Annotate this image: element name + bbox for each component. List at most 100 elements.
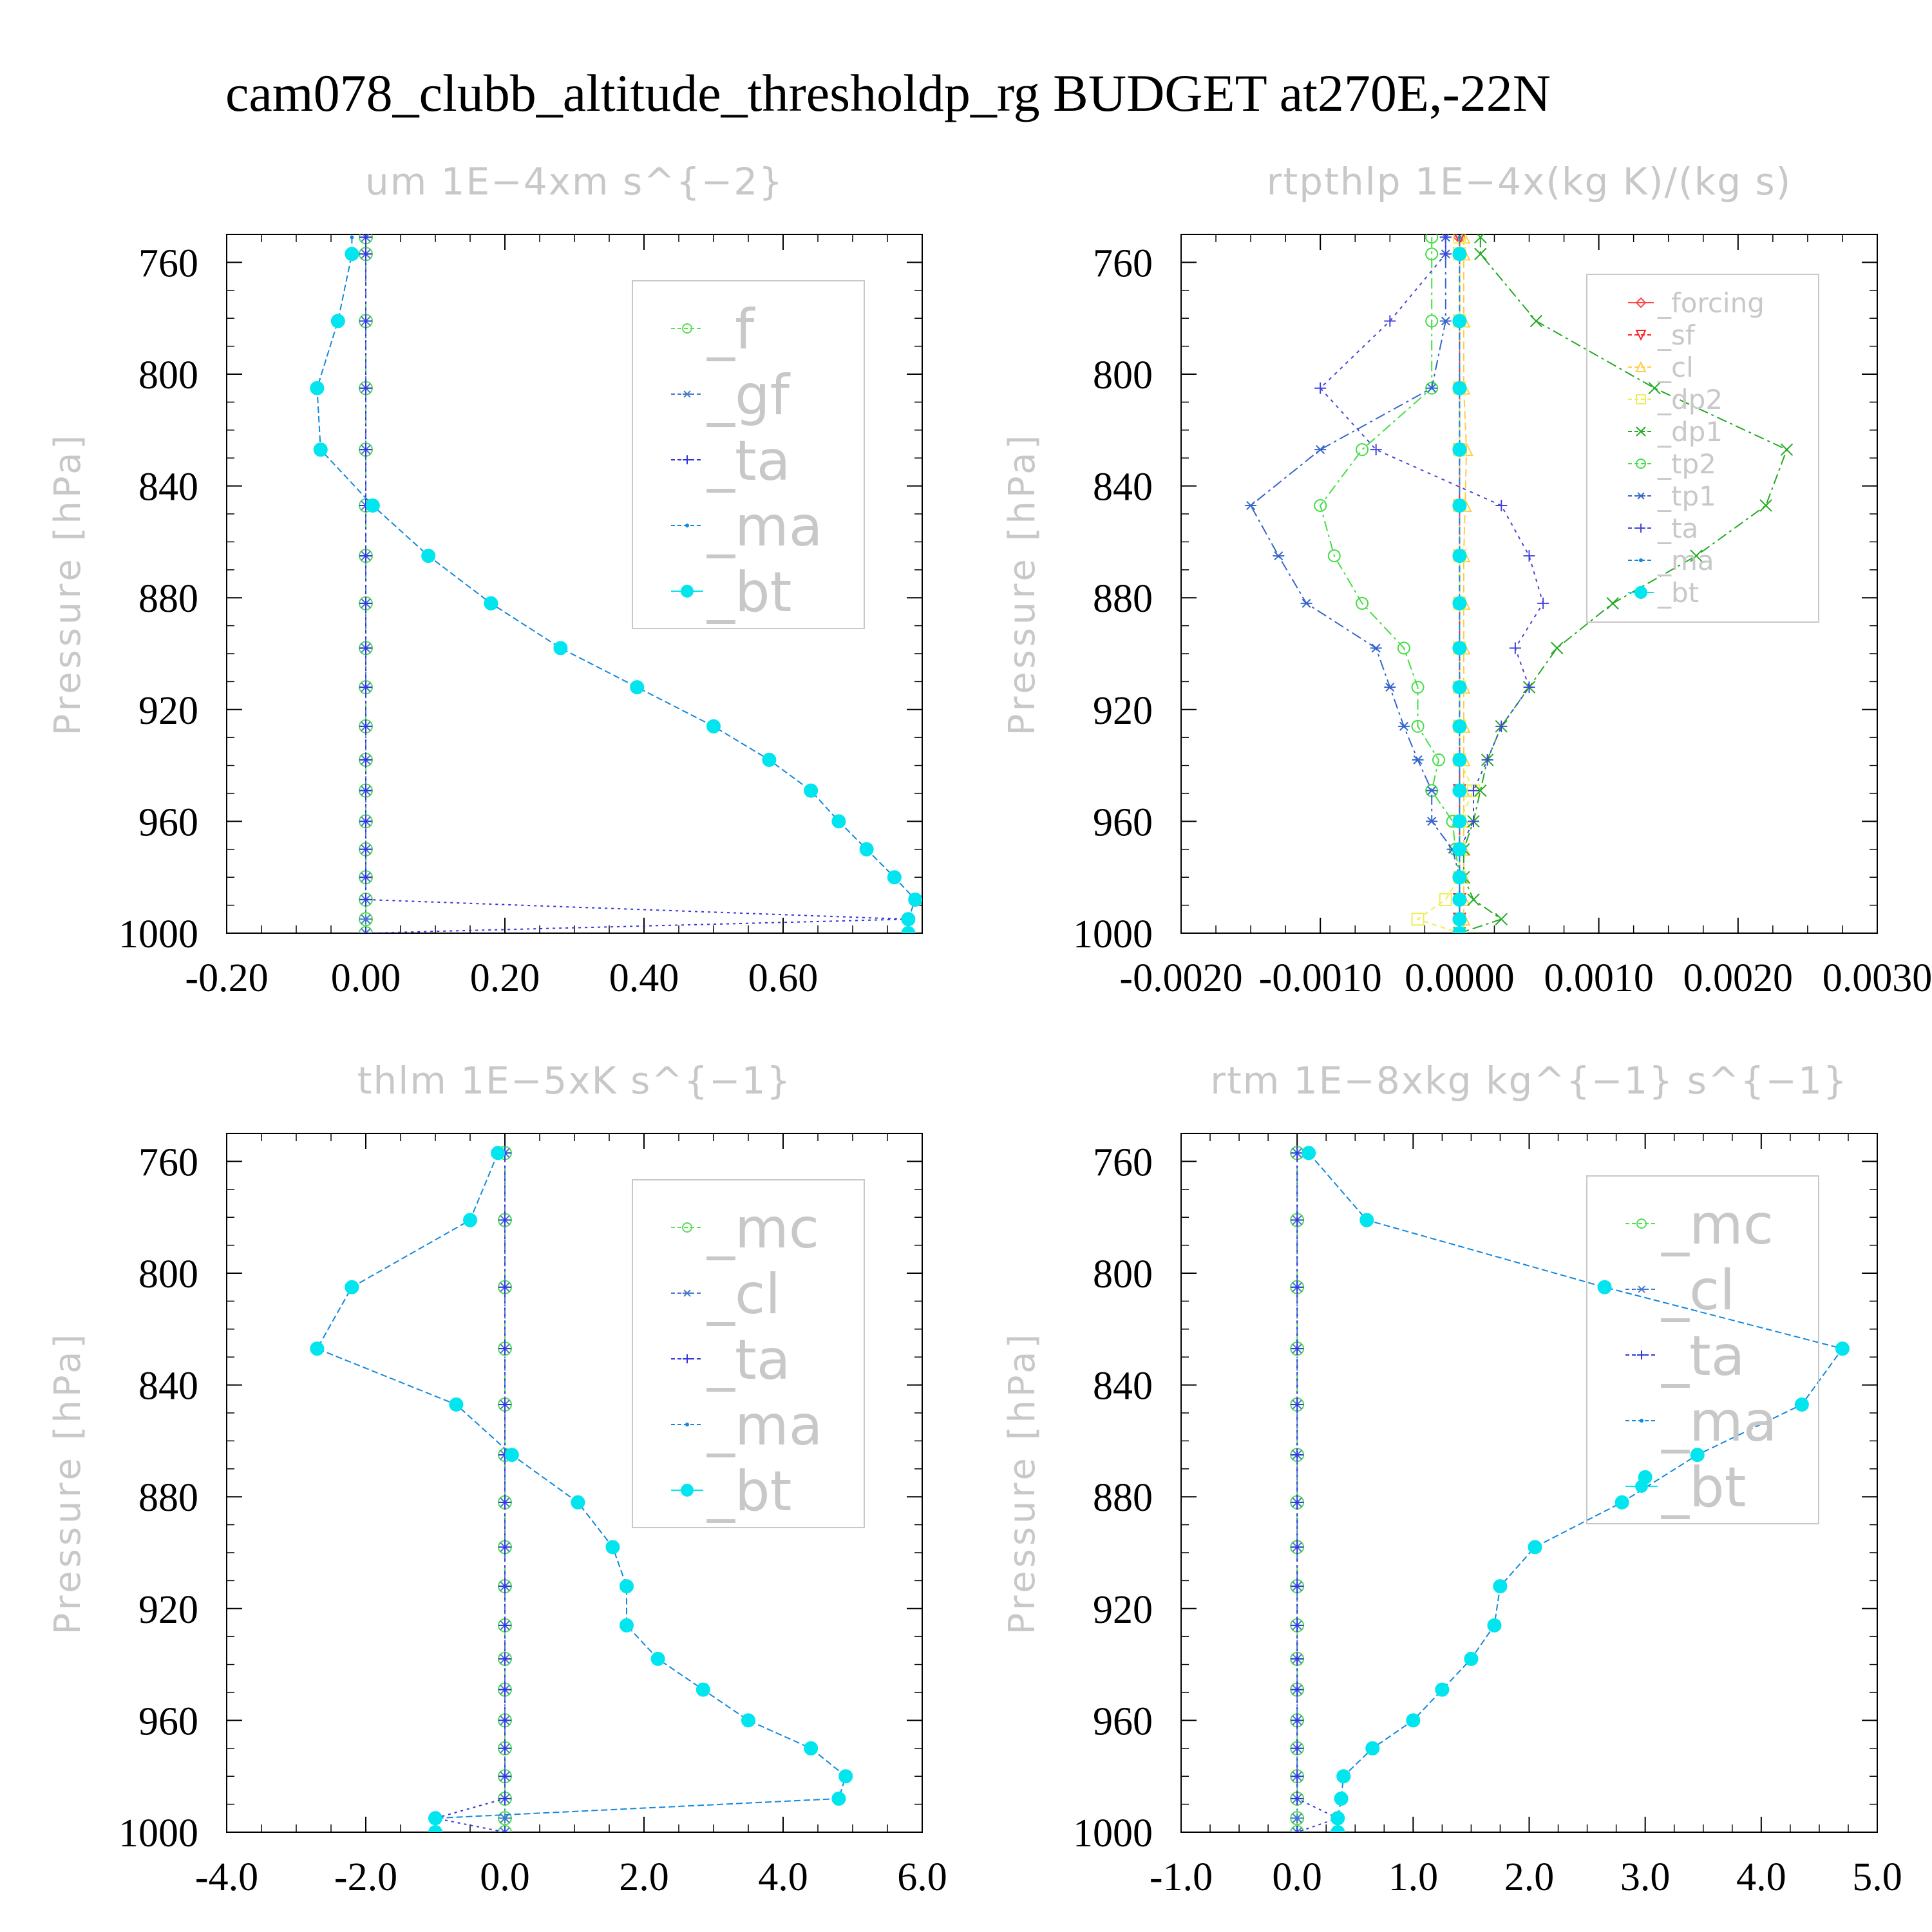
x-tick-label: 4.0 (758, 1855, 808, 1899)
data-point (1291, 1770, 1304, 1783)
series-ta (359, 234, 915, 933)
data-point (741, 1713, 755, 1728)
legend-marker (1635, 361, 1647, 372)
legend-item: _dp1 (1628, 416, 1723, 448)
y-axis-label: Pressure [hPa] (47, 1331, 89, 1635)
data-point (1481, 753, 1493, 766)
data-point (1425, 234, 1439, 244)
data-point (1327, 549, 1341, 563)
legend-label: _bt (1661, 1455, 1746, 1520)
data-point (359, 927, 372, 933)
data-point (1452, 892, 1467, 907)
data-point (1302, 1146, 1316, 1160)
x-tick-label: 0.20 (470, 956, 540, 1000)
data-point (838, 1769, 853, 1784)
data-point (1551, 641, 1564, 655)
data-point (1291, 1540, 1304, 1554)
x-tick-label: 0.0010 (1544, 956, 1654, 1000)
x-tick-label: 2.0 (619, 1855, 669, 1899)
data-point (1648, 381, 1661, 395)
data-point (1291, 1618, 1304, 1632)
data-point (1435, 1682, 1450, 1697)
legend-item: _bt (1628, 577, 1699, 609)
legend-marker (683, 1354, 692, 1363)
data-point (1291, 1813, 1304, 1824)
panel-2: rtpthlp 1E−4x(kg K)/(kg s) Pressure [hPa]… (1001, 160, 1932, 1000)
data-point (1291, 1826, 1304, 1832)
legend-item: _bt (671, 560, 791, 625)
data-point (359, 928, 372, 933)
data-point (498, 1213, 511, 1227)
data-point (359, 914, 372, 925)
data-point (1457, 235, 1462, 240)
data-point (887, 870, 902, 885)
data-point (498, 1827, 511, 1832)
legend-item: _tp2 (1628, 448, 1716, 480)
series-line (1308, 1152, 1844, 1832)
data-point (359, 234, 372, 244)
legend-marker (1636, 492, 1645, 500)
series-line (365, 237, 909, 933)
legend-marker (1636, 459, 1646, 469)
data-point (1356, 443, 1369, 457)
x-tick-label: -0.20 (185, 956, 268, 1000)
y-tick-label: 800 (138, 354, 198, 397)
data-point (1615, 1495, 1629, 1510)
series-line (1416, 237, 1475, 933)
data-point (908, 892, 922, 907)
data-point (498, 1741, 511, 1755)
legend: _mc_cl_ta_ma_bt (1586, 1175, 1819, 1524)
legend-marker (1639, 558, 1643, 562)
data-point (498, 1397, 511, 1411)
legend-label: _cl (1661, 1258, 1735, 1323)
legend-marker (1634, 586, 1647, 599)
data-point (1452, 912, 1467, 927)
data-point (1464, 1651, 1479, 1666)
y-axis-label: Pressure [hPa] (1001, 432, 1043, 736)
data-point (1291, 1448, 1304, 1462)
legend-marker (683, 390, 692, 398)
data-point (1359, 1213, 1374, 1227)
legend-item: _bt (1625, 1455, 1746, 1520)
data-point (313, 442, 328, 457)
series-line (316, 237, 916, 933)
data-point (1331, 1811, 1345, 1826)
data-point (706, 719, 721, 734)
data-point (1426, 817, 1438, 826)
data-point (498, 1792, 511, 1805)
plot-area (1245, 234, 1794, 933)
data-point (1523, 550, 1535, 562)
legend-item: _ta (671, 1328, 790, 1392)
y-tick-label: 1000 (118, 1812, 198, 1855)
legend-label: _mc (1661, 1193, 1774, 1257)
legend: _f_gf_ta_ma_bt (632, 280, 865, 629)
legend-label: _forcing (1657, 287, 1765, 319)
data-point (650, 1651, 665, 1666)
legend-item: _sf (1628, 319, 1696, 351)
y-tick-label: 960 (1093, 800, 1153, 844)
data-point (1411, 681, 1425, 694)
y-tick-label: 800 (1093, 1253, 1153, 1296)
legend-item: _tp1 (1628, 480, 1716, 512)
data-point (1439, 248, 1452, 260)
y-tick-label: 920 (1093, 1588, 1153, 1632)
data-point (1291, 1714, 1304, 1727)
x-tick-label: 1.0 (1388, 1855, 1439, 1899)
data-point (1509, 642, 1521, 654)
data-point (1291, 1495, 1304, 1509)
data-point (1370, 643, 1382, 653)
data-point (498, 1770, 511, 1783)
panel-title: um 1E−4xm s^{−2} (365, 160, 784, 204)
legend-label: _ma (706, 1394, 822, 1458)
data-point (1439, 234, 1452, 243)
data-point (359, 893, 372, 906)
data-point (1537, 597, 1549, 609)
data-point (1439, 316, 1452, 326)
x-tick-label: 0.0030 (1823, 956, 1932, 1000)
data-point (359, 641, 372, 655)
y-tick-label: 800 (138, 1253, 198, 1296)
legend-marker (685, 524, 689, 527)
legend-item: _f (671, 298, 755, 362)
y-tick-label: 960 (138, 1700, 198, 1743)
data-point (1291, 1213, 1304, 1227)
